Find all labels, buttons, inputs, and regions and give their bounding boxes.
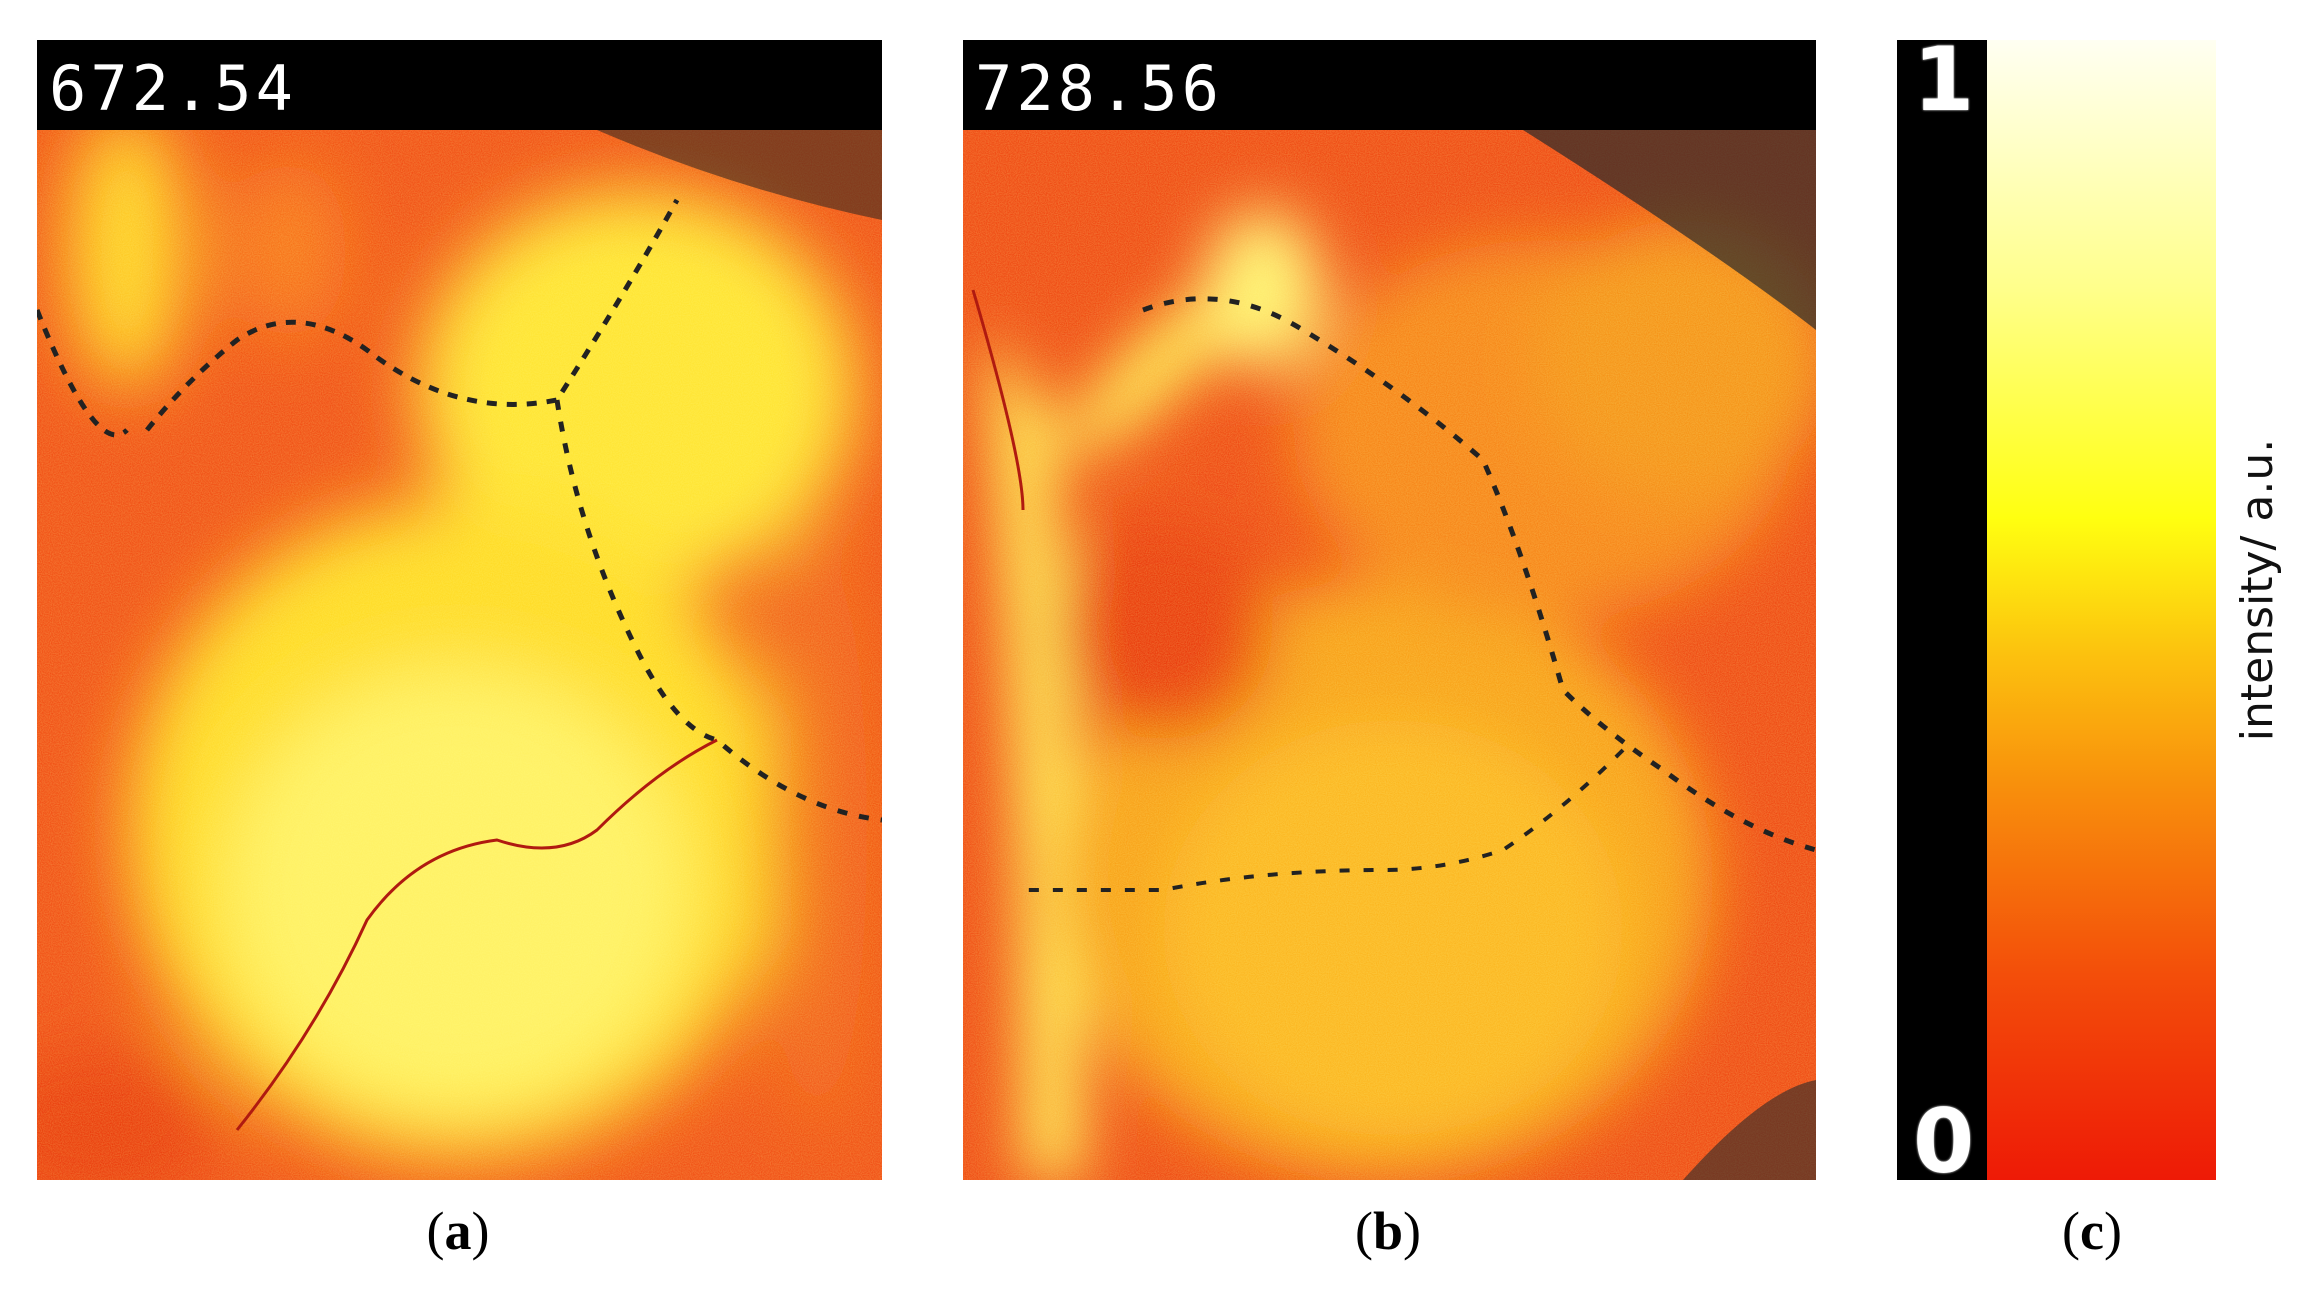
- caption-c: (c): [2062, 1201, 2122, 1261]
- colorbar-max-label: 1: [1913, 28, 1975, 131]
- caption-a: (a): [426, 1201, 490, 1261]
- panel-a-value: 672.54: [49, 52, 297, 125]
- caption-b-letter: b: [1372, 1201, 1404, 1261]
- image-panel-a: 672.54: [37, 40, 882, 1180]
- panel-a-header: 672.54: [37, 40, 882, 130]
- panel-b-value: 728.56: [975, 52, 1223, 125]
- colorbar-min-label: 0: [1913, 1090, 1975, 1193]
- caption-a-letter: a: [444, 1201, 472, 1261]
- panel-a-heatmap-image: [37, 130, 882, 1180]
- colorbar-axis-label: intensity/ a.u.: [2232, 438, 2283, 742]
- image-panel-b: 728.56: [963, 40, 1816, 1180]
- colorbar-tick-strip: [1897, 40, 1987, 1180]
- panel-b-heatmap-image: [963, 130, 1816, 1180]
- panel-b-header: 728.56: [963, 40, 1816, 130]
- colorbar: 1 0: [1897, 36, 2216, 1186]
- caption-b: (b): [1354, 1201, 1421, 1261]
- caption-c-letter: c: [2080, 1201, 2104, 1261]
- colorbar-gradient: [1987, 40, 2216, 1180]
